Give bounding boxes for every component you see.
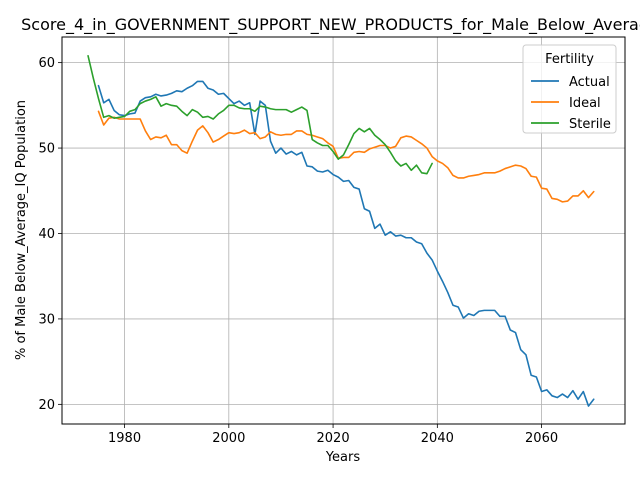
chart-title: Score_4_in_GOVERNMENT_SUPPORT_NEW_PRODUC… (21, 15, 640, 35)
x-axis-label: Years (325, 450, 361, 465)
axis-ticks: 1980 2000 2020 2040 2060 20 30 40 50 60 (38, 56, 558, 446)
x-tick-label: 2020 (317, 431, 350, 446)
series-line-ideal (97, 110, 595, 203)
legend-title: Fertility (545, 52, 594, 67)
y-tick-label: 40 (38, 227, 55, 242)
y-tick-label: 60 (38, 56, 55, 71)
x-tick-label: 2000 (212, 431, 245, 446)
legend-entry-ideal: Ideal (569, 96, 601, 111)
legend-entry-actual: Actual (569, 75, 610, 90)
series-layer (87, 54, 595, 407)
plot-frame (61, 36, 626, 425)
legend: Fertility Actual Ideal Sterile (522, 44, 617, 134)
x-tick-label: 2040 (421, 431, 454, 446)
y-tick-label: 20 (38, 398, 55, 413)
legend-entry-sterile: Sterile (569, 117, 611, 132)
series-line-sterile (87, 54, 433, 175)
legend-box (522, 44, 617, 134)
y-tick-label: 50 (38, 142, 55, 157)
y-axis-label: % of Male Below_Average_IQ Population (14, 100, 29, 360)
x-tick-label: 2060 (525, 431, 558, 446)
y-tick-label: 30 (38, 312, 55, 327)
x-tick-label: 1980 (108, 431, 141, 446)
series-line-actual (97, 80, 595, 407)
